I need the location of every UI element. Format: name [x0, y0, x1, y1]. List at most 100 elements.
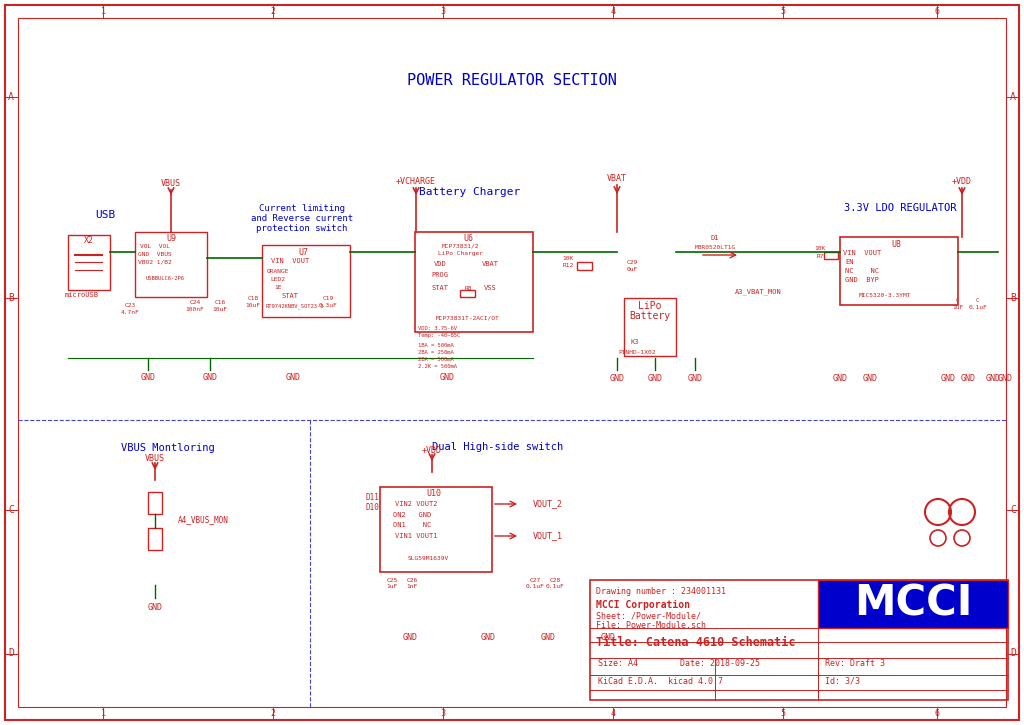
Text: C29: C29 — [627, 260, 638, 265]
Text: GND  BYP: GND BYP — [845, 277, 879, 283]
Text: VDD: 3.75-6V: VDD: 3.75-6V — [418, 326, 457, 331]
Text: C: C — [976, 297, 980, 302]
Text: A: A — [8, 91, 14, 102]
Text: ORANGE: ORANGE — [266, 268, 289, 273]
Text: 2BA = 500mA: 2BA = 500mA — [418, 357, 454, 362]
Text: VBAT: VBAT — [481, 261, 499, 267]
Text: RT9742KNBV_SOT23-3: RT9742KNBV_SOT23-3 — [266, 303, 325, 309]
Text: GND  VBUS: GND VBUS — [138, 252, 172, 257]
Text: 6: 6 — [935, 708, 939, 718]
Text: 0.1uF: 0.1uF — [525, 584, 545, 589]
Text: R8: R8 — [464, 286, 472, 291]
Text: C18: C18 — [248, 296, 259, 300]
Text: PINHD-1X02: PINHD-1X02 — [618, 349, 655, 355]
Text: 1: 1 — [100, 708, 105, 718]
Text: GND: GND — [862, 373, 878, 383]
Text: MCP73831/2: MCP73831/2 — [441, 244, 479, 249]
Text: C: C — [956, 297, 959, 302]
Text: C26: C26 — [407, 578, 418, 582]
Text: U8: U8 — [891, 239, 901, 249]
Text: C: C — [8, 505, 14, 515]
Text: KiCad E.D.A.  kicad 4.0.7: KiCad E.D.A. kicad 4.0.7 — [598, 676, 723, 686]
Text: VBUS Montloring: VBUS Montloring — [121, 443, 215, 453]
Text: 2: 2 — [270, 708, 275, 718]
Text: GND: GND — [147, 602, 163, 611]
Text: GND: GND — [687, 373, 702, 383]
Text: GND: GND — [609, 373, 625, 383]
Text: U9: U9 — [166, 233, 176, 242]
Text: A: A — [1010, 91, 1016, 102]
Text: 1nF: 1nF — [407, 584, 418, 589]
Text: MBR0520LT1G: MBR0520LT1G — [694, 244, 735, 249]
Text: GND: GND — [286, 373, 300, 381]
Text: 3.3V LDO REGULATOR: 3.3V LDO REGULATOR — [844, 203, 956, 213]
Bar — [590, 580, 1008, 700]
Bar — [380, 487, 492, 572]
Text: 3: 3 — [440, 7, 445, 15]
Text: SLG59M1639V: SLG59M1639V — [408, 555, 449, 560]
Text: GND: GND — [541, 634, 555, 642]
Text: GND: GND — [140, 373, 156, 381]
Text: C: C — [1010, 505, 1016, 515]
Text: USBBULC6-2P6: USBBULC6-2P6 — [145, 276, 184, 281]
Text: 5: 5 — [780, 708, 785, 718]
Text: STAT: STAT — [282, 293, 299, 299]
Text: Drawing number : 234001131: Drawing number : 234001131 — [596, 587, 726, 597]
Text: STAT: STAT — [431, 285, 449, 291]
Bar — [415, 232, 534, 332]
Text: Battery Charger: Battery Charger — [420, 187, 520, 197]
Bar — [135, 232, 207, 297]
Text: 3: 3 — [440, 708, 445, 718]
Bar — [824, 252, 838, 259]
Text: ON2   GND: ON2 GND — [393, 512, 431, 518]
Text: D1: D1 — [711, 235, 719, 241]
Text: GND: GND — [402, 634, 418, 642]
Text: VIN  VOUT: VIN VOUT — [843, 250, 881, 256]
Text: 0.3uF: 0.3uF — [318, 302, 337, 307]
Bar — [624, 298, 676, 356]
Text: GND: GND — [480, 634, 496, 642]
Text: MCP73831T-2ACI/OT: MCP73831T-2ACI/OT — [436, 315, 500, 320]
Text: 2.2K = 500mA: 2.2K = 500mA — [418, 363, 457, 368]
Text: VSS: VSS — [483, 285, 497, 291]
Text: U7: U7 — [298, 247, 308, 257]
Text: D11: D11 — [366, 494, 379, 502]
Text: LiPo: LiPo — [638, 301, 662, 311]
Text: 6: 6 — [935, 7, 939, 15]
Text: VBUS: VBUS — [161, 178, 181, 188]
Text: POWER REGULATOR SECTION: POWER REGULATOR SECTION — [408, 72, 616, 88]
Bar — [460, 290, 475, 297]
Text: A3_VBAT_MON: A3_VBAT_MON — [734, 289, 781, 295]
Text: 10uF: 10uF — [213, 307, 227, 312]
Text: 4.7nF: 4.7nF — [121, 310, 139, 315]
Bar — [262, 245, 350, 317]
Text: Temp: -40~85C: Temp: -40~85C — [418, 333, 460, 338]
Text: GND: GND — [600, 634, 615, 642]
Text: Battery: Battery — [630, 311, 671, 321]
Text: 1uF: 1uF — [386, 584, 397, 589]
Text: 4: 4 — [610, 708, 615, 718]
Text: B: B — [8, 292, 14, 302]
Text: VBO2 1/B2: VBO2 1/B2 — [138, 260, 172, 265]
Text: GND: GND — [940, 373, 955, 383]
Text: Date: 2018-09-25: Date: 2018-09-25 — [680, 660, 760, 668]
Text: A4_VBUS_MON: A4_VBUS_MON — [178, 515, 229, 524]
Text: R12: R12 — [562, 262, 573, 268]
Text: D10: D10 — [366, 502, 379, 512]
Text: K3: K3 — [631, 339, 639, 345]
Text: MCCI Corporation: MCCI Corporation — [596, 600, 690, 610]
Text: Title: Catena 4610 Schematic: Title: Catena 4610 Schematic — [596, 636, 796, 648]
Text: VDD: VDD — [433, 261, 446, 267]
Text: +VDD: +VDD — [952, 176, 972, 186]
Text: LED2: LED2 — [270, 276, 286, 281]
Text: Rev: Draft 3: Rev: Draft 3 — [825, 660, 885, 668]
Text: GND: GND — [985, 373, 1000, 383]
Text: LiPo Charger: LiPo Charger — [437, 251, 482, 255]
Text: 10K: 10K — [562, 255, 573, 260]
Text: C23: C23 — [124, 302, 135, 307]
Text: C24: C24 — [189, 299, 201, 304]
Text: microUSB: microUSB — [65, 292, 99, 298]
Bar — [577, 262, 592, 270]
Text: 1: 1 — [100, 7, 105, 15]
Text: 2BA = 250mA: 2BA = 250mA — [418, 349, 454, 355]
